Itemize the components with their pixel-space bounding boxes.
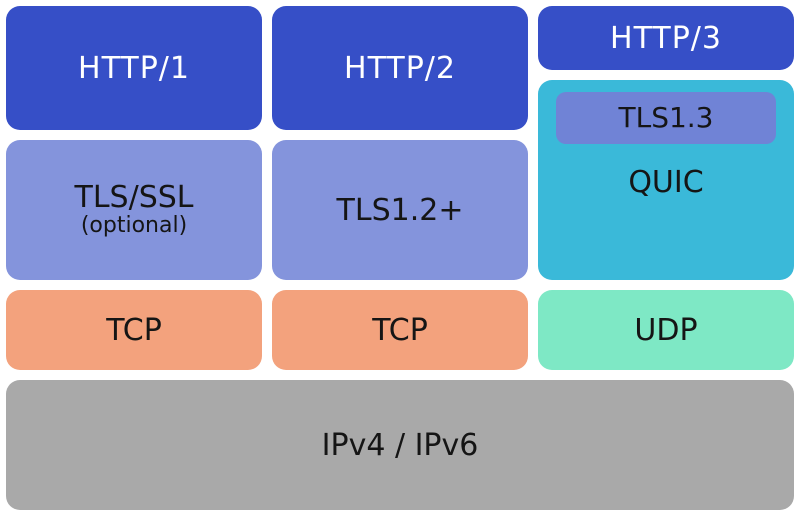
- http2-box: HTTP/2: [272, 6, 528, 130]
- tls-ssl-label: TLS/SSL: [75, 181, 194, 214]
- http1-box: HTTP/1: [6, 6, 262, 130]
- protocol-stack-diagram: HTTP/1 HTTP/2 HTTP/3 TLS1.3 QUIC TLS/SSL…: [6, 6, 794, 503]
- quic-label: QUIC: [628, 166, 703, 199]
- tls-ssl-box: TLS/SSL (optional): [6, 140, 262, 280]
- tcp1-box: TCP: [6, 290, 262, 370]
- udp-box: UDP: [538, 290, 794, 370]
- http3-column: HTTP/3 TLS1.3 QUIC: [538, 6, 794, 280]
- tls13-box: TLS1.3: [556, 92, 776, 144]
- http3-box: HTTP/3: [538, 6, 794, 70]
- tcp2-box: TCP: [272, 290, 528, 370]
- ip-box: IPv4 / IPv6: [6, 380, 794, 510]
- quic-box: TLS1.3 QUIC: [538, 80, 794, 280]
- tls12-box: TLS1.2+: [272, 140, 528, 280]
- tls-ssl-sub: (optional): [81, 214, 187, 238]
